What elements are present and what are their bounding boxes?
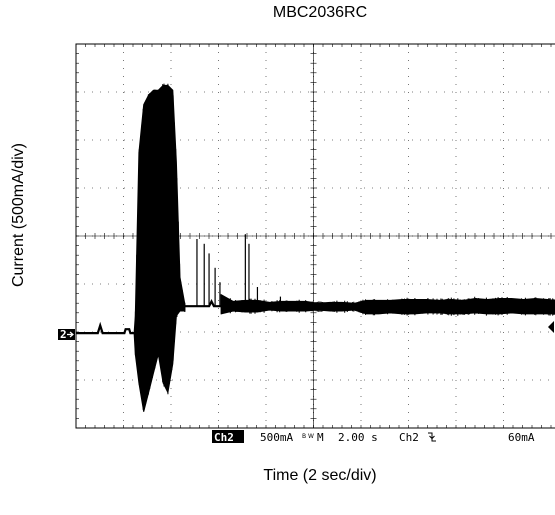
trigger-level-marker: [548, 321, 554, 333]
trigger-channel: Ch2: [399, 431, 419, 444]
channel-2-ground-marker: 2: [58, 328, 75, 341]
channel-2-marker-label: 2: [60, 328, 67, 341]
scale-label: 500mA: [260, 431, 293, 444]
trace-line-segment: [184, 298, 222, 308]
bandwidth-limit-icon: B W: [302, 433, 314, 440]
status-bar: Ch2 500mA B W M 2.00 s Ch2 60mA: [212, 430, 535, 444]
channel-label: Ch2: [214, 431, 234, 444]
falling-edge-icon: [428, 432, 436, 442]
timebase-value: 2.00 s: [338, 431, 378, 444]
channel-badge: [212, 430, 244, 443]
waveform-trace: [76, 83, 555, 412]
y-axis-label: Current (500mA/div): [10, 142, 27, 288]
trigger-level: 60mA: [508, 431, 535, 444]
chart-title: MBC2036RC: [272, 4, 368, 21]
x-axis-label: Time (2 sec/div): [263, 467, 377, 484]
trace-noise: [133, 83, 186, 410]
trace-line-segment: [76, 321, 135, 335]
timebase-label: M: [317, 431, 324, 444]
